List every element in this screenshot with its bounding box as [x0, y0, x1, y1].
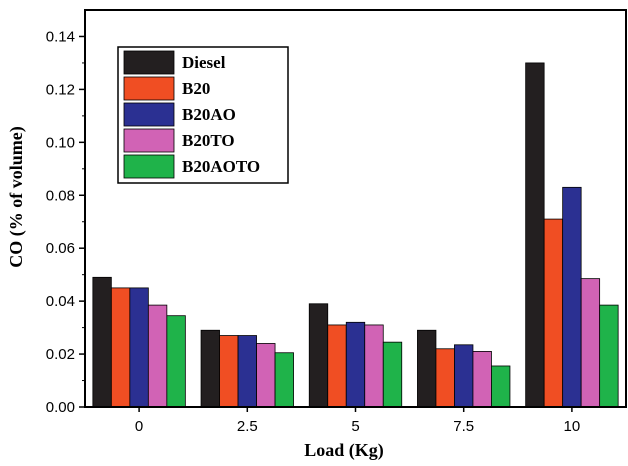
bar-b20to-10 — [580, 278, 601, 408]
y-tick-label: 0.12 — [46, 81, 75, 98]
y-tick-label: 0.00 — [46, 399, 75, 416]
bar-b20ao-5 — [345, 321, 366, 408]
y-axis-title: CO (% of volume) — [6, 126, 27, 267]
bar-b20ao-7.5 — [454, 344, 474, 408]
legend-swatch-b20 — [123, 76, 175, 101]
legend: Diesel B20 B20AO B20TO B20AOTO — [117, 46, 289, 184]
legend-label-diesel: Diesel — [182, 53, 226, 72]
bar-diesel-7.5 — [417, 329, 437, 408]
bar-b20to-0 — [147, 304, 168, 408]
x-tick-label: 10 — [564, 418, 581, 435]
axes-layer: 0 2.5 5 7.5 10 0.00 0.02 0.04 0.06 0.08 0.10 0.12 0.… — [46, 9, 627, 435]
x-tick-label: 7.5 — [453, 418, 474, 435]
bar-diesel-5 — [308, 303, 329, 408]
legend-label-b20ao: B20AO — [182, 105, 236, 124]
plot-frame — [84, 9, 627, 408]
bar-diesel-2.5 — [200, 329, 220, 408]
y-tick-label: 0.02 — [46, 346, 75, 363]
legend-swatch-diesel — [123, 50, 175, 75]
bar-b20aoto-10 — [599, 304, 619, 408]
bar-b20aoto-2.5 — [274, 352, 294, 408]
bar-b20aoto-0 — [166, 315, 186, 408]
bar-b20to-7.5 — [472, 351, 492, 408]
bar-b20aoto-5 — [382, 341, 403, 408]
y-tick-label: 0.06 — [46, 240, 75, 257]
bar-b20ao-0 — [129, 287, 149, 408]
legend-label-b20to: B20TO — [182, 131, 235, 150]
y-tick-label: 0.10 — [46, 134, 75, 151]
bar-layer — [92, 62, 619, 408]
x-axis-title: Load (Kg) — [304, 440, 384, 461]
bar-b20-10 — [543, 218, 564, 408]
x-tick-label: 0 — [135, 418, 143, 435]
bar-b20to-2.5 — [256, 343, 276, 408]
bar-diesel-10 — [525, 62, 545, 408]
legend-swatch-b20aoto — [123, 154, 175, 179]
bar-b20to-5 — [364, 324, 384, 408]
bar-b20ao-10 — [562, 186, 582, 408]
bar-b20-2.5 — [219, 335, 239, 408]
bar-diesel-0 — [92, 276, 112, 408]
y-tick-label: 0.04 — [46, 293, 75, 310]
y-tick-label: 0.08 — [46, 187, 75, 204]
legend-swatch-b20to — [123, 128, 175, 153]
bar-b20-0 — [110, 287, 131, 408]
bar-b20-5 — [327, 324, 347, 408]
legend-label-b20: B20 — [182, 79, 210, 98]
bar-b20aoto-7.5 — [491, 365, 511, 408]
bar-b20-7.5 — [435, 348, 455, 408]
y-tick-label: 0.14 — [46, 28, 75, 45]
bar-b20ao-2.5 — [237, 335, 257, 408]
legend-swatch-b20ao — [123, 102, 175, 127]
x-tick-label: 5 — [351, 418, 359, 435]
x-tick-label: 2.5 — [237, 418, 258, 435]
legend-label-b20aoto: B20AOTO — [182, 157, 260, 176]
